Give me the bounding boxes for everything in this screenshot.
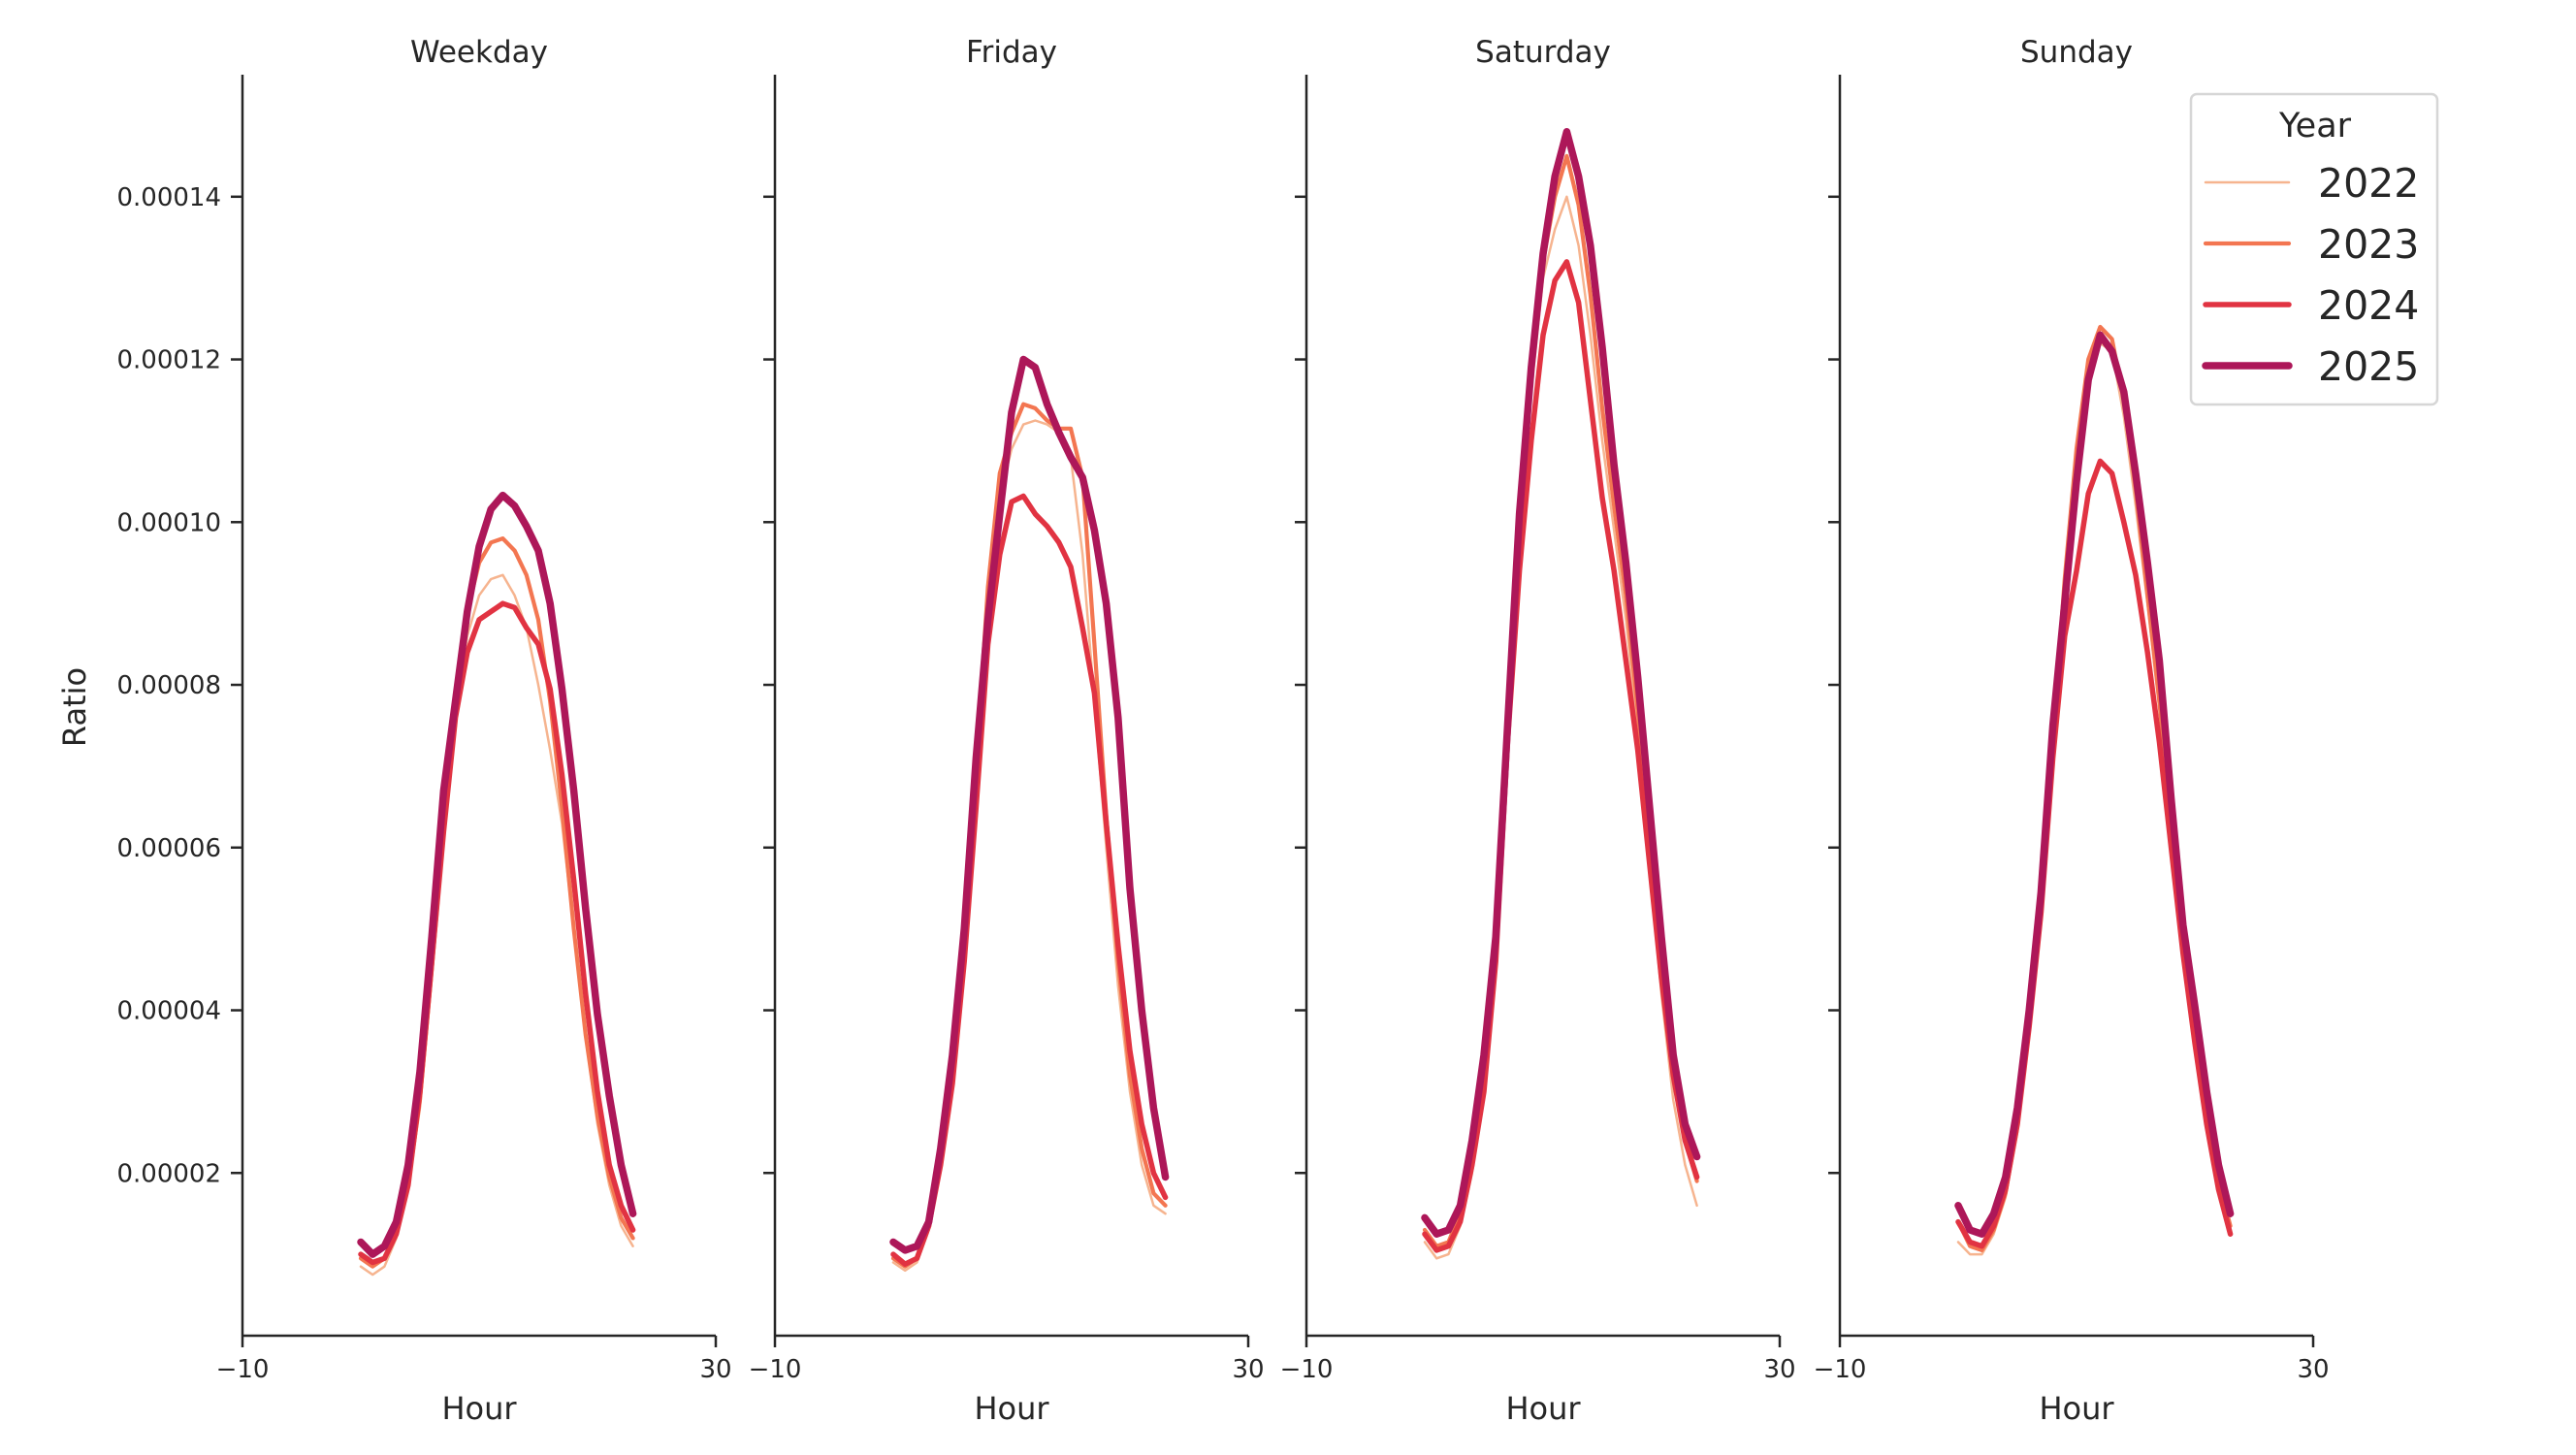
series-line-2025 [357, 491, 637, 1258]
panel-title: Friday [966, 35, 1057, 70]
legend-item-2025: 2025 [2202, 343, 2419, 390]
y-tick-label: 0.00014 [116, 183, 221, 212]
y-tick-label: 0.00004 [116, 997, 221, 1026]
x-axis-label: Hour [974, 1390, 1049, 1427]
legend-label: 2025 [2318, 343, 2419, 390]
panel-sunday: Sunday −10 30 Hour [1814, 35, 2330, 1427]
series-line-2025 [1954, 331, 2235, 1238]
series-line-2024 [890, 493, 1169, 1267]
y-axis-label: Ratio [56, 667, 93, 747]
x-tick-label: −10 [1280, 1355, 1334, 1384]
x-axis-label: Hour [441, 1390, 517, 1427]
legend-frame [2189, 92, 2439, 406]
y-tick-label: 0.00008 [116, 671, 221, 700]
series-line-2025 [889, 355, 1170, 1254]
x-axis-label: Hour [1505, 1390, 1581, 1427]
series-line-2025 [1421, 127, 1701, 1238]
x-axis-label: Hour [2039, 1390, 2114, 1427]
series-line-2022 [1423, 195, 1698, 1260]
y-tick-label: 0.00002 [116, 1159, 221, 1188]
x-tick-label: −10 [1814, 1355, 1867, 1384]
legend: Year 2022 2023 2024 2025 [2189, 92, 2439, 406]
series-line-2023 [358, 535, 635, 1269]
series-line-2023 [1955, 324, 2233, 1253]
y-tick-label: 0.00012 [116, 346, 221, 375]
legend-label: 2023 [2318, 221, 2419, 268]
y-tick-label: 0.00006 [116, 834, 221, 863]
legend-label: 2024 [2318, 282, 2419, 329]
y-tick-label: 0.00010 [116, 508, 221, 537]
x-tick-label: 30 [699, 1355, 731, 1384]
series-line-2022 [359, 573, 634, 1277]
series-line-2023 [1422, 153, 1699, 1248]
x-tick-label: 30 [1232, 1355, 1264, 1384]
x-tick-label: 30 [2297, 1355, 2329, 1384]
legend-title: Year [2278, 107, 2352, 146]
legend-item-2024: 2024 [2203, 282, 2419, 329]
panel-saturday: Saturday −10 30 Hour [1280, 35, 1796, 1427]
panel-title: Weekday [410, 35, 548, 70]
panel-friday: Friday −10 30 Hour [749, 35, 1265, 1427]
legend-item-2022: 2022 [2204, 160, 2419, 207]
x-tick-label: 30 [1763, 1355, 1795, 1384]
legend-label: 2022 [2318, 160, 2419, 207]
legend-item-2023: 2023 [2203, 221, 2419, 268]
series-line-2024 [358, 600, 636, 1266]
series-line-2024 [1955, 458, 2234, 1249]
series-line-2024 [1422, 259, 1700, 1253]
panel-weekday: Weekday 0.00002 0.00004 0.00006 0.00008 0.000… [116, 35, 731, 1427]
x-tick-label: −10 [216, 1355, 270, 1384]
x-tick-label: −10 [749, 1355, 802, 1384]
panel-title: Sunday [2020, 35, 2133, 70]
panel-title: Saturday [1475, 35, 1611, 70]
